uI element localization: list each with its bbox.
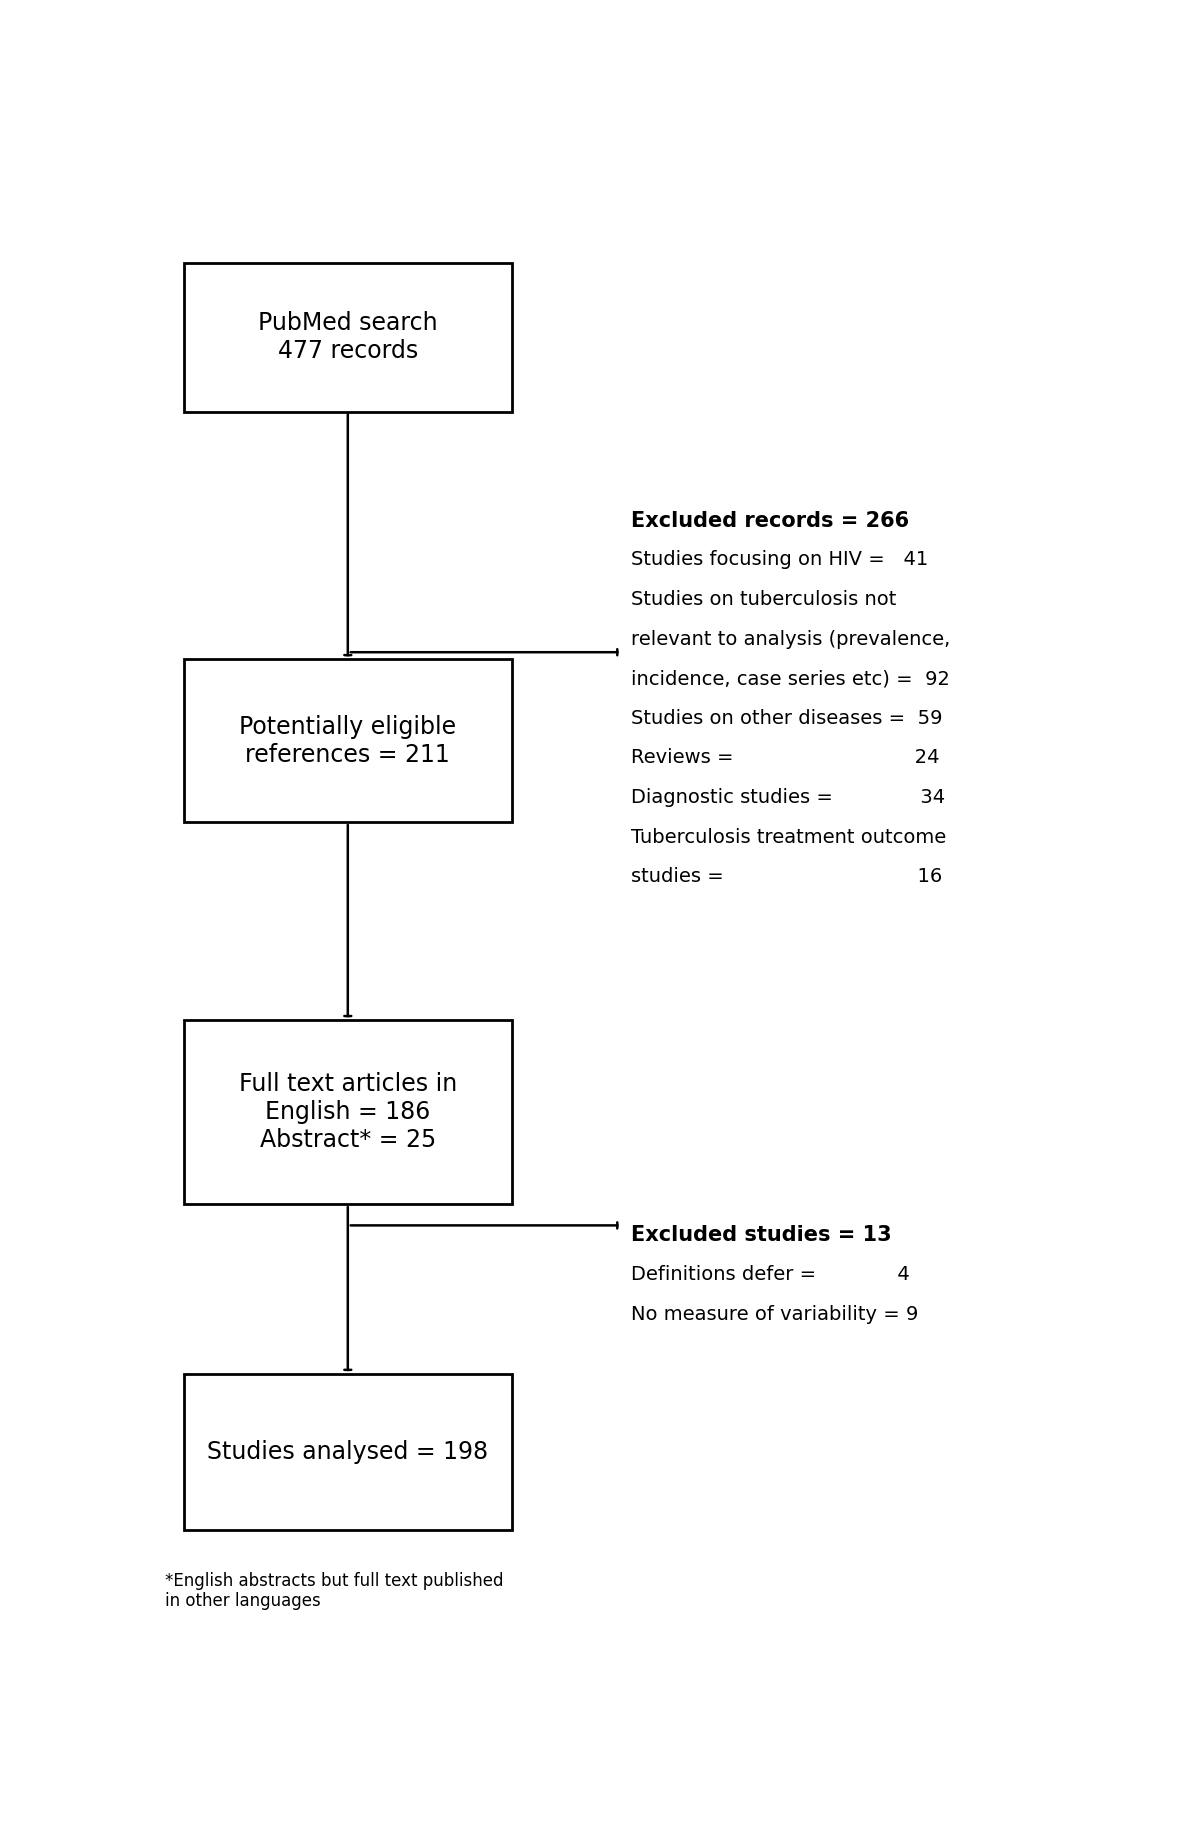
Text: Diagnostic studies =              34: Diagnostic studies = 34 [631, 789, 945, 807]
Text: studies =                               16: studies = 16 [631, 868, 942, 886]
Text: Studies focusing on HIV =   41: Studies focusing on HIV = 41 [631, 550, 927, 570]
Text: relevant to analysis (prevalence,: relevant to analysis (prevalence, [631, 630, 950, 649]
Text: Tuberculosis treatment outcome: Tuberculosis treatment outcome [631, 827, 946, 847]
Text: Reviews =                             24: Reviews = 24 [631, 748, 939, 768]
FancyBboxPatch shape [184, 1020, 512, 1204]
Text: Full text articles in
English = 186
Abstract* = 25: Full text articles in English = 186 Abst… [239, 1072, 457, 1152]
FancyBboxPatch shape [184, 263, 512, 412]
Text: No measure of variability = 9: No measure of variability = 9 [631, 1305, 918, 1323]
Text: PubMed search
477 records: PubMed search 477 records [258, 311, 438, 364]
FancyBboxPatch shape [184, 660, 512, 822]
Text: Potentially eligible
references = 211: Potentially eligible references = 211 [239, 715, 457, 766]
Text: Studies on tuberculosis not: Studies on tuberculosis not [631, 590, 896, 608]
Text: Studies on other diseases =  59: Studies on other diseases = 59 [631, 709, 942, 728]
Text: Definitions defer =             4: Definitions defer = 4 [631, 1265, 910, 1285]
Text: *English abstracts but full text published
in other languages: *English abstracts but full text publish… [165, 1571, 504, 1610]
Text: Excluded studies = 13: Excluded studies = 13 [631, 1226, 891, 1246]
Text: Studies analysed = 198: Studies analysed = 198 [207, 1439, 488, 1463]
Text: Excluded records = 266: Excluded records = 266 [631, 511, 909, 531]
Text: incidence, case series etc) =  92: incidence, case series etc) = 92 [631, 669, 950, 687]
FancyBboxPatch shape [184, 1375, 512, 1529]
